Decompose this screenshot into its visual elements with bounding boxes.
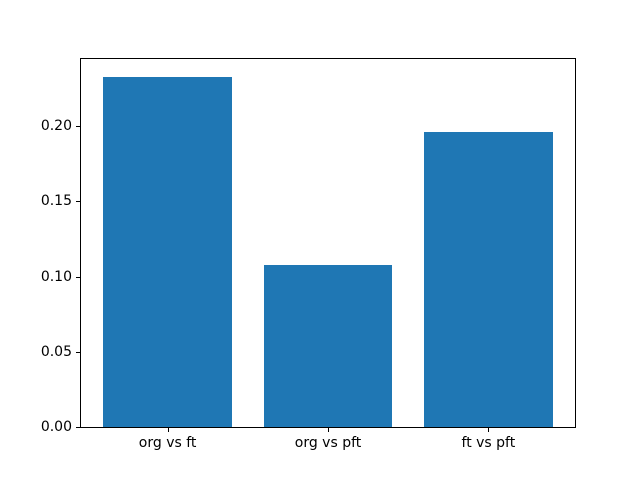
y-tick-label: 0.10: [40, 268, 72, 285]
x-tick-label: ft vs pft: [461, 435, 516, 451]
x-axis-tick: [167, 428, 169, 432]
axes: [80, 58, 576, 428]
bar-org-vs-pft: [263, 264, 393, 427]
y-tick-label: 0.00: [40, 419, 72, 435]
y-tick-label: 0.15: [40, 193, 72, 210]
bar-ft-vs-pft: [424, 132, 553, 427]
x-axis-tick: [488, 428, 490, 432]
x-tick-label: org vs ft: [138, 435, 197, 451]
bar-org-vs-ft: [103, 76, 232, 427]
x-axis-tick: [328, 428, 329, 432]
y-axis-tick: [76, 126, 80, 128]
y-axis-tick: [76, 351, 80, 353]
y-axis-tick: [76, 427, 80, 428]
y-axis-tick: [76, 201, 80, 203]
y-tick-label: 0.20: [40, 118, 72, 135]
y-tick-label: 0.05: [40, 343, 72, 360]
x-tick-label: org vs pft: [294, 435, 362, 451]
y-axis-tick: [76, 276, 80, 278]
